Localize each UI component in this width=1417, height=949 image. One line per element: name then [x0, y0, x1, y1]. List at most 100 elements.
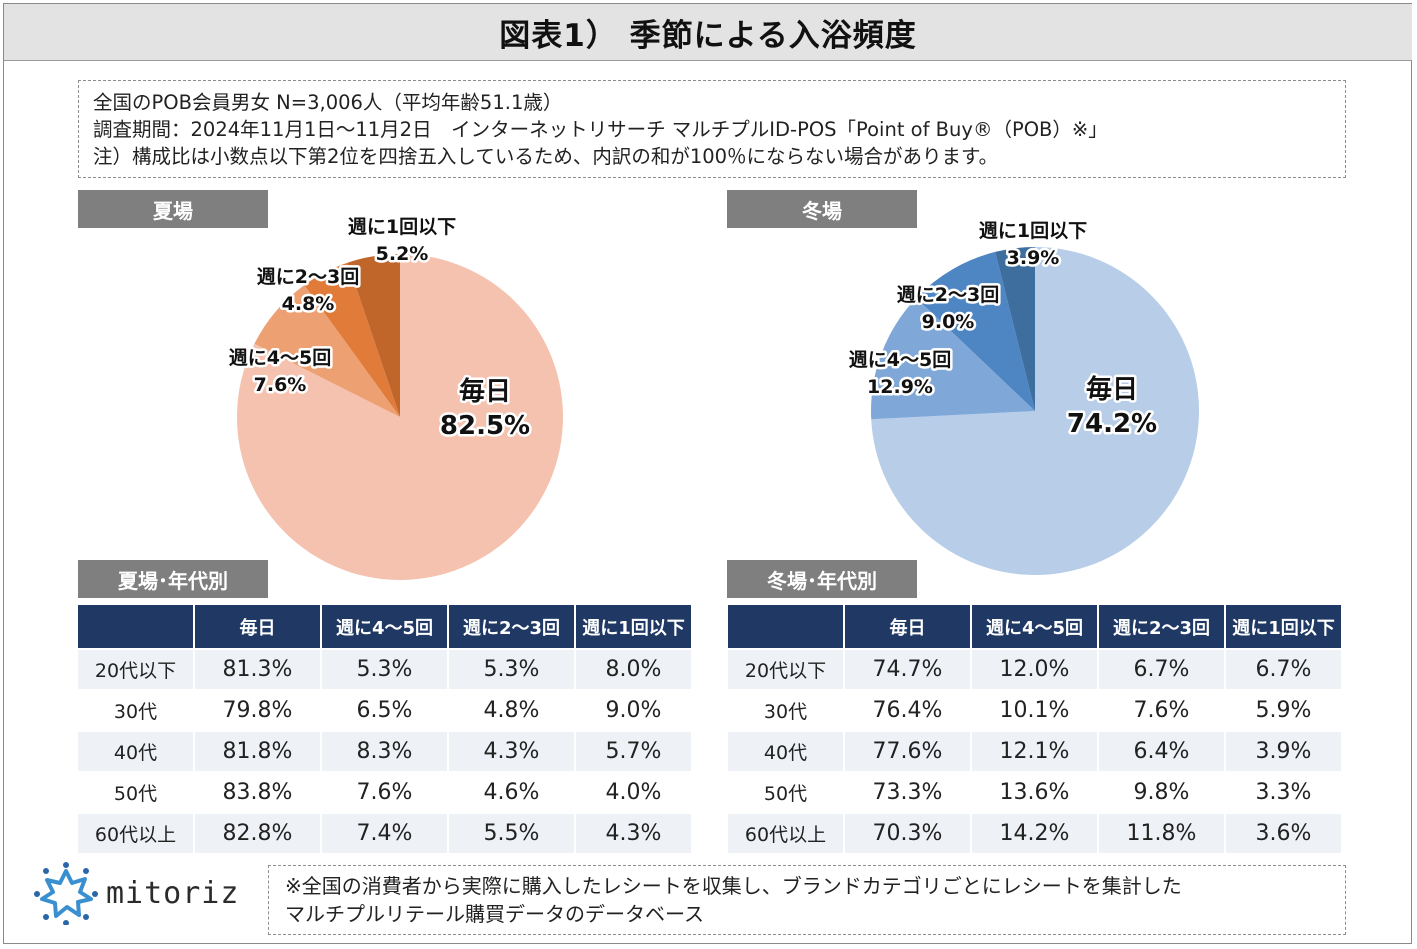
age-group-cell: 60代以上: [728, 813, 845, 853]
pie-slice: [871, 297, 1035, 420]
figure-title: 図表1） 季節による入浴頻度: [4, 4, 1412, 61]
percent-cell: 81.3%: [194, 649, 322, 690]
pie-slice-label: 毎日: [1086, 375, 1138, 405]
column-header: 週に2〜3回: [448, 605, 576, 649]
percent-cell: 5.5%: [448, 813, 576, 853]
column-header: 週に1回以下: [1225, 605, 1341, 649]
mitoriz-logo: mitoriz: [34, 862, 254, 925]
table-row: 60代以上 82.8% 7.4% 5.5% 4.3%: [78, 813, 691, 853]
pie-slice-label: 週に4〜5回: [849, 349, 951, 371]
pie-slice-label: 週に4〜5回: [229, 347, 331, 369]
column-header: 毎日: [844, 605, 972, 649]
figure-frame: [3, 3, 1412, 944]
pie-slice: [347, 254, 400, 417]
pie-slice-label: 週に2〜3回: [257, 266, 359, 288]
percent-cell: 4.0%: [575, 772, 691, 813]
pie-slice: [254, 285, 400, 417]
column-header: 週に4〜5回: [971, 605, 1099, 649]
percent-cell: 5.7%: [575, 731, 691, 772]
table-row: 20代以下 74.7% 12.0% 6.7% 6.7%: [728, 649, 1341, 690]
percent-cell: 5.3%: [321, 649, 449, 690]
percent-cell: 3.3%: [1225, 772, 1341, 813]
age-group-cell: 20代以下: [78, 649, 195, 690]
percent-cell: 7.4%: [321, 813, 449, 853]
table-row: 30代 79.8% 6.5% 4.8% 9.0%: [78, 690, 691, 731]
percent-cell: 6.7%: [1225, 649, 1341, 690]
table-header-row: 毎日 週に4〜5回 週に2〜3回 週に1回以下: [728, 605, 1341, 649]
percent-cell: 5.3%: [448, 649, 576, 690]
pie-slice-value: 12.9%: [867, 376, 933, 398]
percent-cell: 11.8%: [1098, 813, 1226, 853]
age-group-cell: 30代: [728, 690, 845, 731]
percent-cell: 8.0%: [575, 649, 691, 690]
column-header: 週に2〜3回: [1098, 605, 1226, 649]
table-row: 20代以下 81.3% 5.3% 5.3% 8.0%: [78, 649, 691, 690]
table-header-row: 毎日 週に4〜5回 週に2〜3回 週に1回以下: [78, 605, 691, 649]
mitoriz-logo-text: mitoriz: [106, 875, 240, 911]
percent-cell: 5.9%: [1225, 690, 1341, 731]
percent-cell: 3.6%: [1225, 813, 1341, 853]
column-header: [78, 605, 195, 649]
table-row: 30代 76.4% 10.1% 7.6% 5.9%: [728, 690, 1341, 731]
percent-cell: 6.7%: [1098, 649, 1226, 690]
age-group-cell: 20代以下: [728, 649, 845, 690]
percent-cell: 3.9%: [1225, 731, 1341, 772]
winter-section-label: 冬場: [727, 190, 917, 228]
column-header: 週に4〜5回: [321, 605, 449, 649]
pie-slice-value: 74.2%: [1067, 409, 1157, 439]
column-header: 週に1回以下: [575, 605, 691, 649]
percent-cell: 74.7%: [844, 649, 972, 690]
percent-cell: 83.8%: [194, 772, 322, 813]
pie-slice-value: 7.6%: [254, 374, 307, 396]
pie-slice: [916, 251, 1035, 411]
percent-cell: 70.3%: [844, 813, 972, 853]
summer-age-section-label: 夏場･年代別: [78, 560, 268, 598]
age-group-cell: 40代: [728, 731, 845, 772]
pie-slice: [871, 247, 1200, 575]
percent-cell: 77.6%: [844, 731, 972, 772]
pie-slice-value: 4.8%: [282, 293, 335, 315]
age-group-cell: 50代: [78, 772, 195, 813]
table-row: 50代 83.8% 7.6% 4.6% 4.0%: [78, 772, 691, 813]
pie-slice-label: 毎日: [459, 377, 511, 407]
percent-cell: 79.8%: [194, 690, 322, 731]
mitoriz-logo-icon: [34, 862, 98, 925]
percent-cell: 6.5%: [321, 690, 449, 731]
percent-cell: 76.4%: [844, 690, 972, 731]
age-group-cell: 30代: [78, 690, 195, 731]
pie-slice-label: 週に2〜3回: [897, 284, 999, 306]
percent-cell: 7.6%: [321, 772, 449, 813]
percent-cell: 9.8%: [1098, 772, 1226, 813]
summer-section-label: 夏場: [78, 190, 268, 228]
percent-cell: 4.3%: [448, 731, 576, 772]
pie-slice-label: 週に1回以下: [979, 220, 1087, 242]
percent-cell: 7.6%: [1098, 690, 1226, 731]
pie-slice: [236, 254, 563, 580]
summer-pie-chart: 毎日 82.5% 週に4〜5回 7.6% 週に2〜3回 4.8% 週に1回以下 5.2%: [226, 214, 563, 580]
percent-cell: 6.4%: [1098, 731, 1226, 772]
percent-cell: 4.6%: [448, 772, 576, 813]
age-group-cell: 40代: [78, 731, 195, 772]
note-line: 全国のPOB会員男女 N=3,006人（平均年齢51.1歳）: [93, 91, 563, 114]
winter-age-table: 毎日 週に4〜5回 週に2〜3回 週に1回以下 20代以下 74.7% 12.0% 6.7%…: [728, 605, 1341, 853]
percent-cell: 12.1%: [971, 731, 1099, 772]
percent-cell: 10.1%: [971, 690, 1099, 731]
percent-cell: 4.8%: [448, 690, 576, 731]
table-row: 50代 73.3% 13.6% 9.8% 3.3%: [728, 772, 1341, 813]
percent-cell: 9.0%: [575, 690, 691, 731]
percent-cell: 81.8%: [194, 731, 322, 772]
percent-cell: 4.3%: [575, 813, 691, 853]
table-row: 40代 81.8% 8.3% 4.3% 5.7%: [78, 731, 691, 772]
age-group-cell: 50代: [728, 772, 845, 813]
age-group-cell: 60代以上: [78, 813, 195, 853]
table-row: 60代以上 70.3% 14.2% 11.8% 3.6%: [728, 813, 1341, 853]
pie-slice-label: 週に1回以下: [348, 216, 456, 238]
pie-slice: [995, 247, 1035, 411]
column-header: [728, 605, 845, 649]
note-line: 調査期間：2024年11月1日〜11月2日 インターネットリサーチ マルチプルI…: [93, 118, 1108, 141]
percent-cell: 13.6%: [971, 772, 1099, 813]
footnote-line: マルチプルリテール購買データのデータベース: [285, 902, 704, 926]
footnote-line: ※全国の消費者から実際に購入したレシートを収集し、ブランドカテゴリごとにレシート…: [285, 874, 1182, 898]
percent-cell: 14.2%: [971, 813, 1099, 853]
survey-notes: 全国のPOB会員男女 N=3,006人（平均年齢51.1歳） 調査期間：2024…: [78, 80, 1346, 178]
